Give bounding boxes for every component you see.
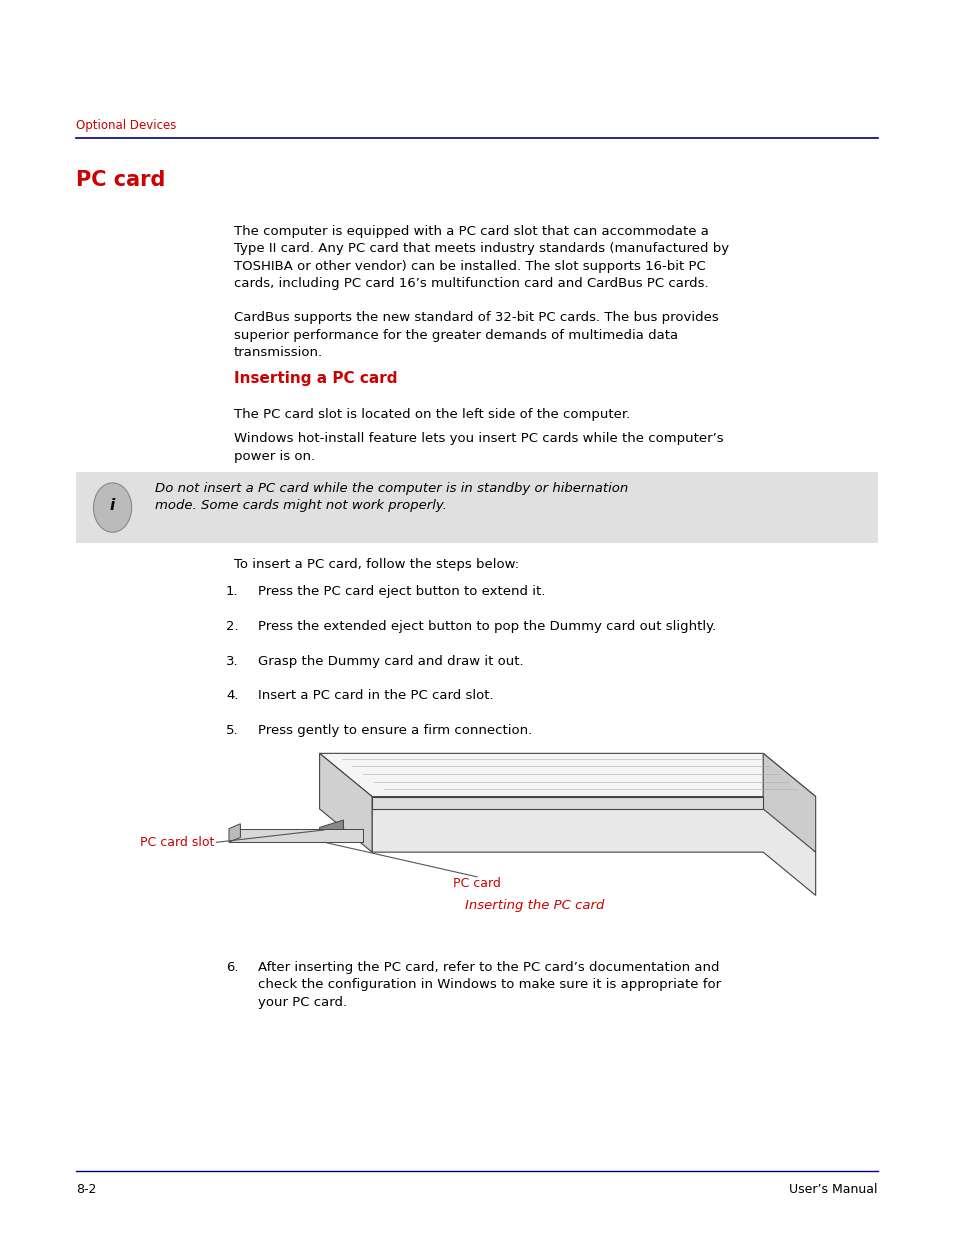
- Text: After inserting the PC card, refer to the PC card’s documentation and
check the : After inserting the PC card, refer to th…: [257, 961, 720, 1009]
- Polygon shape: [372, 797, 815, 895]
- Text: i: i: [110, 498, 115, 513]
- Text: Grasp the Dummy card and draw it out.: Grasp the Dummy card and draw it out.: [257, 655, 522, 668]
- Polygon shape: [372, 797, 762, 809]
- Polygon shape: [319, 753, 815, 797]
- Text: The computer is equipped with a PC card slot that can accommodate a
Type II card: The computer is equipped with a PC card …: [233, 225, 728, 290]
- Text: 6.: 6.: [226, 961, 238, 974]
- Text: PC card: PC card: [453, 877, 500, 890]
- Polygon shape: [762, 753, 815, 852]
- Text: Do not insert a PC card while the computer is in standby or hibernation
mode. So: Do not insert a PC card while the comput…: [154, 482, 627, 513]
- Text: To insert a PC card, follow the steps below:: To insert a PC card, follow the steps be…: [233, 558, 518, 572]
- Text: Press the PC card eject button to extend it.: Press the PC card eject button to extend…: [257, 585, 544, 599]
- Text: Windows hot-install feature lets you insert PC cards while the computer’s
power : Windows hot-install feature lets you ins…: [233, 432, 722, 463]
- FancyBboxPatch shape: [76, 472, 877, 543]
- Polygon shape: [229, 829, 362, 842]
- Text: CardBus supports the new standard of 32-bit PC cards. The bus provides
superior : CardBus supports the new standard of 32-…: [233, 311, 718, 359]
- Text: Press the extended eject button to pop the Dummy card out slightly.: Press the extended eject button to pop t…: [257, 620, 715, 634]
- Text: Insert a PC card in the PC card slot.: Insert a PC card in the PC card slot.: [257, 689, 493, 703]
- Text: Inserting the PC card: Inserting the PC card: [464, 899, 603, 913]
- Text: 1.: 1.: [226, 585, 238, 599]
- Text: 2.: 2.: [226, 620, 238, 634]
- Text: Optional Devices: Optional Devices: [76, 119, 176, 132]
- Text: The PC card slot is located on the left side of the computer.: The PC card slot is located on the left …: [233, 408, 629, 421]
- Text: Press gently to ensure a firm connection.: Press gently to ensure a firm connection…: [257, 724, 531, 737]
- Text: PC card: PC card: [76, 170, 166, 190]
- Polygon shape: [319, 820, 343, 837]
- Text: User’s Manual: User’s Manual: [788, 1183, 877, 1197]
- Text: 8-2: 8-2: [76, 1183, 96, 1197]
- Text: PC card slot: PC card slot: [140, 836, 214, 848]
- Text: 3.: 3.: [226, 655, 238, 668]
- Polygon shape: [319, 753, 372, 852]
- Polygon shape: [229, 824, 240, 842]
- Text: 5.: 5.: [226, 724, 238, 737]
- Text: Inserting a PC card: Inserting a PC card: [233, 370, 396, 385]
- Text: 4.: 4.: [226, 689, 238, 703]
- Ellipse shape: [93, 483, 132, 532]
